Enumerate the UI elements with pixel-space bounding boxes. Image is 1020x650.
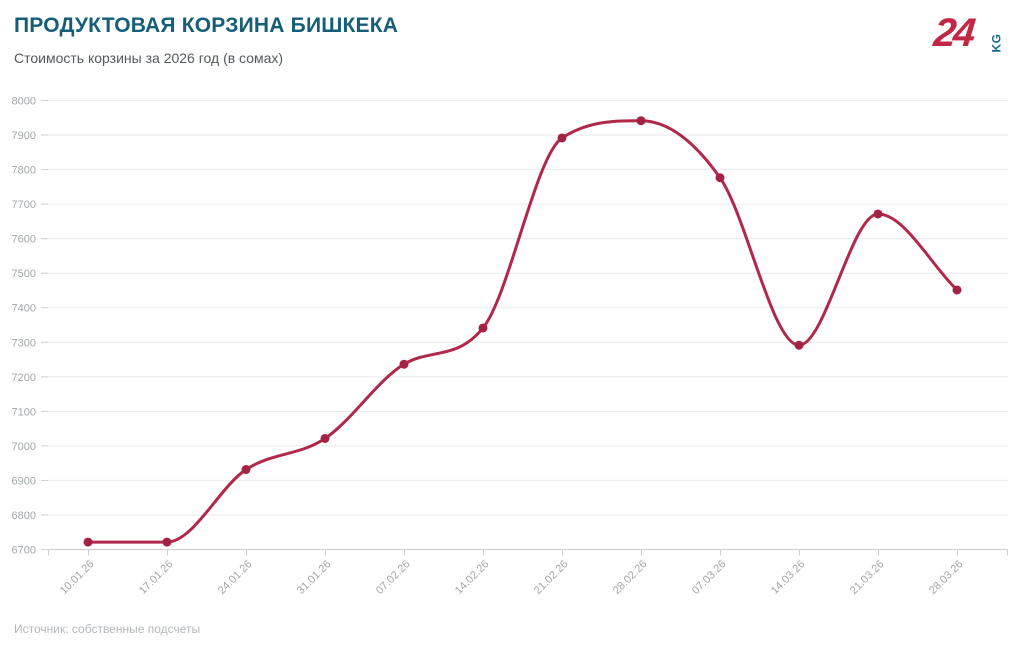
x-axis-label: 31.01.26 — [295, 558, 334, 597]
y-axis-label: 7400 — [12, 303, 36, 315]
data-point — [794, 340, 804, 350]
x-axis-label: 21.02.26 — [532, 558, 571, 597]
data-point — [162, 537, 172, 547]
page-subtitle: Стоимость корзины за 2026 год (в сомах) — [14, 50, 284, 66]
y-axis-label: 7500 — [12, 268, 36, 280]
data-point — [478, 323, 488, 333]
x-axis-label: 28.03.26 — [927, 558, 966, 597]
x-axis-label: 28.02.26 — [611, 558, 650, 597]
y-axis-label: 7000 — [12, 441, 36, 453]
series-line — [86, 119, 959, 544]
y-axis-label: 7800 — [12, 165, 36, 177]
y-axis-label: 6900 — [12, 475, 36, 487]
data-point — [320, 433, 330, 443]
y-axis-label: 7900 — [12, 130, 36, 142]
y-axis-label: 6800 — [12, 510, 36, 522]
x-axis-label: 14.03.26 — [769, 558, 808, 597]
y-axis-label: 7100 — [12, 406, 36, 418]
data-point — [636, 116, 646, 126]
data-point — [715, 173, 725, 183]
y-axis-label: 6700 — [12, 545, 36, 557]
header: ПРОДУКТОВАЯ КОРЗИНА БИШКЕКА Стоимость ко… — [14, 14, 398, 66]
data-point — [241, 465, 251, 475]
x-axis-label: 21.03.26 — [848, 558, 887, 597]
logo-24kg: 24 KG — [932, 8, 1004, 60]
x-axis-label: 14.02.26 — [453, 558, 492, 597]
y-axis-label: 7300 — [12, 337, 36, 349]
data-point — [952, 285, 962, 295]
y-axis-label: 8000 — [12, 96, 36, 108]
x-axis-label: 07.03.26 — [690, 558, 729, 597]
data-point — [557, 133, 567, 143]
x-axis-label: 10.01.26 — [58, 558, 97, 597]
x-axis-label: 17.01.26 — [137, 558, 176, 597]
source-note: Источник: собственные подсчеты — [14, 622, 201, 636]
data-point — [873, 209, 883, 219]
y-axis-label: 7200 — [12, 372, 36, 384]
chart-area: 6700 6800 6900 7000 7100 7200 7300 7400 7500 7600… — [0, 85, 1020, 615]
logo-number: 24 — [931, 11, 975, 55]
data-point — [399, 359, 409, 369]
logo-kg-suffix: KG — [989, 33, 1004, 53]
line-chart: 6700 6800 6900 7000 7100 7200 7300 7400 7500 7600… — [12, 96, 1008, 597]
x-axis-label: 24.01.26 — [216, 558, 255, 597]
y-axis-label: 7600 — [12, 234, 36, 246]
y-axis-label: 7700 — [12, 199, 36, 211]
data-point — [83, 537, 93, 547]
page-title: ПРОДУКТОВАЯ КОРЗИНА БИШКЕКА — [14, 14, 399, 37]
x-axis-label: 07.02.26 — [374, 558, 413, 597]
